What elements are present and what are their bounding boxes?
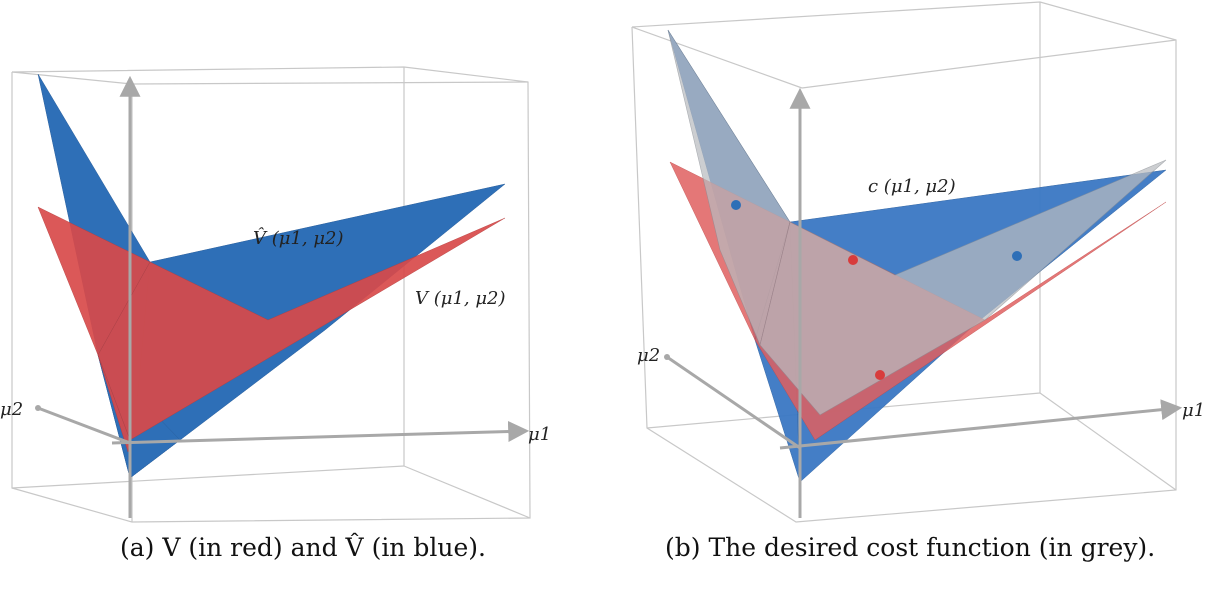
panel-a-axes <box>37 75 530 518</box>
panel-b-label-y-axis: μ2 <box>637 345 660 366</box>
panel-b-label-x-axis: μ1 <box>1182 400 1205 421</box>
panel-b-caption: (b) The desired cost function (in grey). <box>665 533 1156 562</box>
panel-b-point-red-lower <box>875 370 885 380</box>
panel-a: V̂ (μ1, μ2) V (μ1, μ2) μ1 μ2 <box>0 66 551 523</box>
panel-b-surface-grey <box>667 29 1167 416</box>
panel-a-label-x-axis: μ1 <box>528 424 551 445</box>
panel-a-caption: (a) V (in red) and V̂ (in blue). <box>120 533 486 562</box>
panel-a-label-vhat: V̂ (μ1, μ2) <box>253 227 344 249</box>
panel-b-label-c: c (μ1, μ2) <box>868 176 956 197</box>
panel-b: c (μ1, μ2) μ1 μ2 <box>631 1 1205 523</box>
panel-b-y-axis-tip <box>664 354 670 360</box>
panel-b-point-blue-left <box>731 200 741 210</box>
panel-a-y-axis-tip <box>35 405 41 411</box>
panel-b-x-axis <box>779 399 1183 450</box>
panel-a-x-axis <box>111 420 530 445</box>
panel-b-points <box>731 200 1022 380</box>
panel-b-axes <box>666 87 1183 518</box>
panel-a-surface-v <box>37 206 506 453</box>
panel-b-point-red-center <box>848 255 858 265</box>
panel-a-label-v: V (μ1, μ2) <box>415 288 506 309</box>
panel-a-label-y-axis: μ2 <box>0 399 23 420</box>
panel-b-y-axis <box>666 355 801 450</box>
panel-b-point-blue-right <box>1012 251 1022 261</box>
panel-a-y-axis <box>37 406 131 445</box>
